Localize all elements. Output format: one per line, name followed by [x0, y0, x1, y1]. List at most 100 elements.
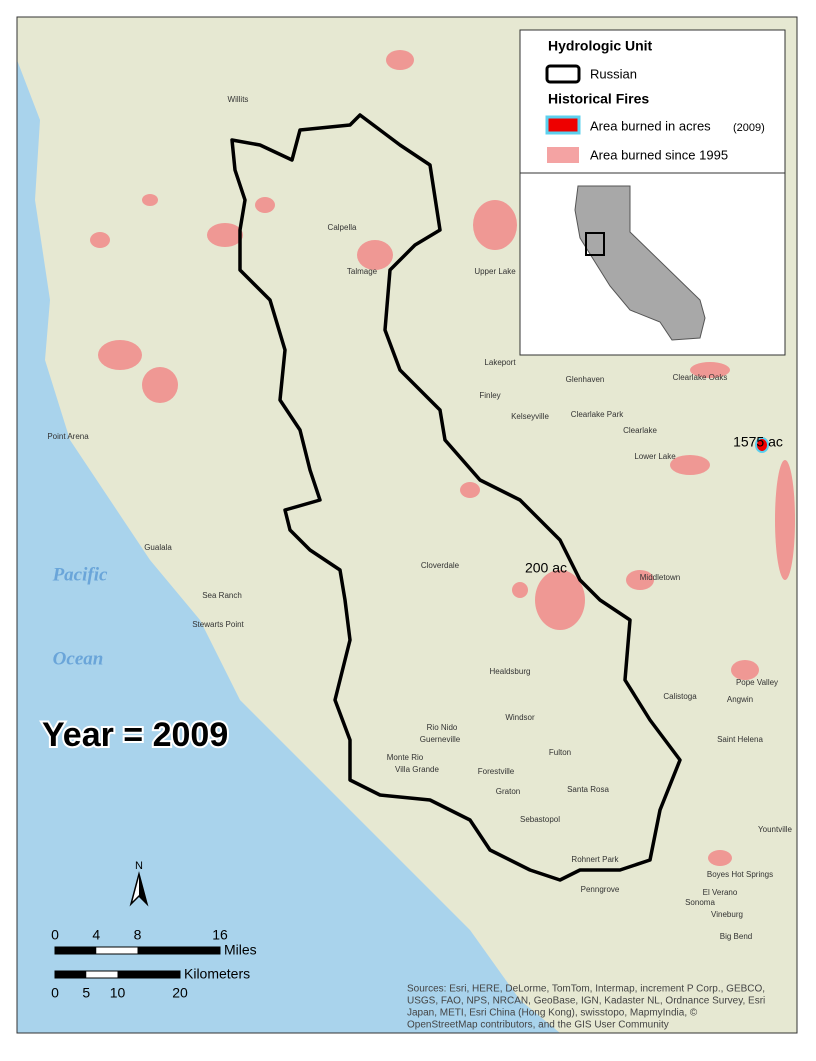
scale-tick-label: 10 — [110, 985, 126, 1001]
california — [574, 185, 706, 341]
legend-swatch — [545, 64, 581, 84]
fire-area — [473, 200, 517, 250]
place-label: Middletown — [640, 573, 680, 582]
fire-area — [142, 367, 178, 403]
fire-area — [775, 460, 795, 580]
sources-text: USGS, FAO, NPS, NRCAN, GeoBase, IGN, Kad… — [407, 996, 765, 1007]
scale-tick-label: 4 — [92, 927, 100, 943]
place-label: Santa Rosa — [567, 785, 609, 794]
fire-area — [626, 570, 654, 590]
legend-note: (2009) — [733, 122, 765, 134]
north-arrow-half — [139, 874, 147, 904]
place-label: Sonoma — [685, 898, 715, 907]
place-label: Graton — [496, 787, 520, 796]
place-label: Clearlake Oaks — [673, 373, 728, 382]
fire-label: 200 ac — [525, 560, 567, 576]
place-label: Calpella — [328, 223, 357, 232]
sources-text: Sources: Esri, HERE, DeLorme, TomTom, In… — [407, 984, 765, 995]
fire-area — [90, 232, 110, 248]
fire-area — [670, 455, 710, 475]
place-label: Boyes Hot Springs — [707, 870, 773, 879]
place-label: Rohnert Park — [571, 855, 619, 864]
map-frame — [16, 16, 798, 1034]
fire-area — [460, 482, 480, 498]
water-label: Pacific — [52, 564, 108, 585]
place-label: Big Bend — [720, 932, 752, 941]
place-label: Upper Lake — [474, 267, 516, 276]
scale-tick-label: 8 — [134, 927, 142, 943]
fire-area — [512, 582, 528, 598]
legend-label: Russian — [590, 66, 637, 81]
place-label: Calistoga — [663, 692, 697, 701]
scale-tick-label: 0 — [51, 985, 59, 1001]
fire-area — [386, 50, 414, 70]
scale-bar-segment — [55, 971, 87, 978]
fire-2009 — [755, 437, 769, 453]
legend-label: Area burned since 1995 — [590, 147, 728, 162]
place-label: Gualala — [144, 543, 172, 552]
legend-label: Area burned in acres — [590, 118, 711, 133]
watershed-boundary — [230, 113, 682, 882]
place-label: Penngrove — [581, 885, 620, 894]
legend-title: Historical Fires — [548, 91, 649, 107]
place-label: Forestville — [478, 767, 515, 776]
place-label: Villa Grande — [395, 765, 439, 774]
place-label: Clearlake Park — [571, 410, 624, 419]
scale-unit: Miles — [224, 942, 257, 958]
place-label: Finley — [479, 391, 500, 400]
place-label: Glenhaven — [566, 375, 605, 384]
scale-unit: Kilometers — [184, 966, 250, 982]
place-label: Clearlake — [623, 426, 657, 435]
place-label: Stewarts Point — [192, 620, 244, 629]
ocean — [17, 60, 560, 1033]
scale-tick-label: 0 — [51, 927, 59, 943]
place-label: Guerneville — [420, 735, 461, 744]
sources-text: OpenStreetMap contributors, and the GIS … — [407, 1020, 669, 1031]
place-label: Pope Valley — [736, 678, 778, 687]
scale-tick-label: 20 — [172, 985, 188, 1001]
scale-tick-label: 5 — [82, 985, 90, 1001]
place-label: Point Arena — [47, 432, 89, 441]
sources-text: Japan, METI, Esri China (Hong Kong), swi… — [407, 1008, 698, 1019]
place-label: Kelseyville — [511, 412, 549, 421]
scale-bar-segment — [137, 947, 220, 954]
place-label: Willits — [228, 95, 249, 104]
place-label: Fulton — [549, 748, 571, 757]
place-label: Rio Nido — [427, 723, 458, 732]
place-label: Vineburg — [711, 910, 743, 919]
fire-area — [535, 570, 585, 630]
place-label: Lower Lake — [634, 452, 676, 461]
fire-area — [708, 850, 732, 866]
fire-area — [731, 660, 759, 680]
legend-swatch — [547, 147, 579, 163]
scale-tick-label: 16 — [212, 927, 228, 943]
scale-bar-segment — [117, 971, 180, 978]
fire-area — [690, 362, 730, 378]
place-label: Lakeport — [484, 358, 516, 367]
legend-title: Hydrologic Unit — [548, 38, 653, 54]
north-label: N — [135, 860, 143, 872]
scale-bar-segment — [55, 947, 97, 954]
place-label: El Verano — [703, 888, 738, 897]
place-label: Sebastopol — [520, 815, 560, 824]
place-label: Angwin — [727, 695, 753, 704]
place-label: Saint Helena — [717, 735, 763, 744]
place-label: Talmage — [347, 267, 378, 276]
fire-area — [357, 240, 393, 270]
place-label: Monte Rio — [387, 753, 424, 762]
inset-extent — [585, 232, 605, 256]
place-label: Cloverdale — [421, 561, 460, 570]
fire-area — [207, 223, 243, 247]
water-label: Ocean — [53, 648, 104, 669]
legend-swatch — [545, 115, 581, 135]
fire-label: 1575 ac — [733, 434, 783, 450]
place-label: Yountville — [758, 825, 793, 834]
fire-area — [98, 340, 142, 370]
fire-area — [255, 197, 275, 213]
year-label: Year = 2009 — [42, 716, 228, 754]
place-label: Sea Ranch — [202, 591, 242, 600]
fire-area — [142, 194, 158, 206]
place-label: Windsor — [505, 713, 535, 722]
